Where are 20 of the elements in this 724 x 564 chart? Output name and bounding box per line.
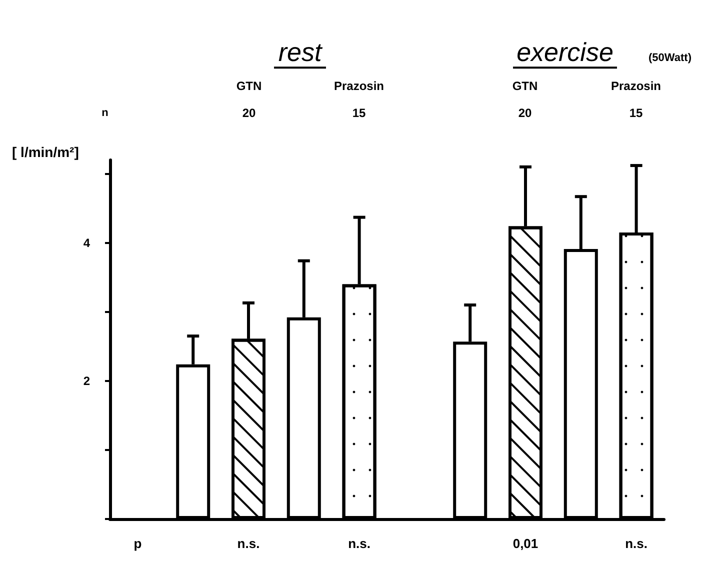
text: GTN	[512, 79, 538, 93]
x-tick-label: p	[134, 536, 142, 551]
x-tick-label: n.s.	[625, 536, 648, 551]
text: GTN	[236, 79, 262, 93]
text: 15	[352, 106, 366, 120]
text: Prazosin	[334, 79, 384, 93]
y-tick-label: 4	[83, 236, 90, 250]
text: rest	[278, 37, 324, 67]
text: (50Watt)	[648, 52, 692, 64]
text: n	[102, 107, 109, 119]
x-tick-label: n.s.	[348, 536, 371, 551]
text: exercise	[516, 37, 614, 67]
text: 20	[242, 106, 256, 120]
x-tick-label: n.s.	[237, 536, 260, 551]
x-tick-label: 0,01	[512, 536, 538, 551]
y-tick-label: 2	[83, 374, 90, 388]
text: Prazosin	[610, 79, 662, 93]
y-axis-title: [ l/min/m²]	[12, 144, 79, 160]
text: 15	[629, 106, 643, 120]
text: 20	[518, 106, 532, 120]
